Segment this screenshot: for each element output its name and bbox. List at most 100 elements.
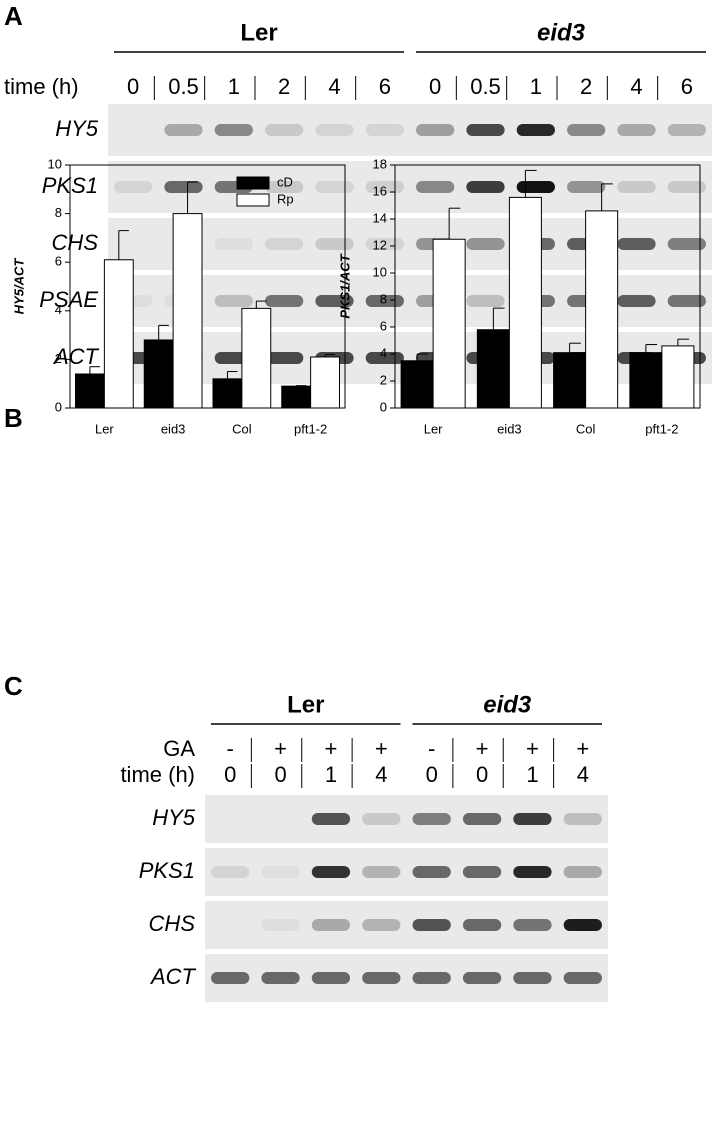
band [563,813,602,825]
band [667,238,706,250]
band [667,181,706,193]
bar [143,339,174,409]
band [667,295,706,307]
gene-label: CHS [52,230,99,255]
y-axis-label: PKS1/ACT [337,253,352,318]
band [667,124,706,136]
band [211,919,250,931]
y-tick-label: 16 [373,183,387,198]
band [462,813,502,825]
lane-label: 1 [526,762,538,787]
header-name: GA [163,736,195,761]
panel-label: B [4,403,23,433]
bar [281,385,312,409]
band [311,972,351,984]
band [466,124,505,136]
lane-label: 0 [224,762,236,787]
blot-row [108,161,712,213]
lane-label: + [526,736,539,761]
x-tick-label: Ler [424,421,443,436]
band [416,124,455,136]
y-axis-label: HY5/ACT [11,258,26,315]
lane-label: 4 [577,762,589,787]
x-tick-label: eid3 [497,421,522,436]
legend-swatch [236,176,270,190]
lane-label: + [476,736,489,761]
lane-label: + [274,736,287,761]
band [362,866,401,878]
band [265,352,304,364]
gene-label: ACT [52,344,100,369]
bar [103,259,134,409]
y-tick-label: 10 [48,156,62,171]
band [365,352,404,364]
plot-frame [394,164,701,409]
band [211,866,250,878]
y-tick-label: 8 [380,291,387,306]
gene-label: ACT [149,964,197,989]
x-tick-label: pft1-2 [294,421,327,436]
x-tick-label: pft1-2 [645,421,678,436]
y-tick-label: 4 [55,302,62,317]
band [311,813,351,825]
y-tick-label: 6 [55,254,62,269]
x-tick-label: Col [232,421,252,436]
panel-label: C [4,671,23,701]
lane-label: + [325,736,338,761]
y-tick-label: 6 [380,318,387,333]
y-tick-label: 18 [373,156,387,171]
band [462,919,502,931]
band [265,181,304,193]
lane-label: 1 [530,74,542,99]
gene-label: CHS [149,911,196,936]
band [362,919,401,931]
bar [172,213,203,409]
group-label: Ler [287,691,324,718]
group-label: Ler [240,19,277,46]
lane-label: 1 [325,762,337,787]
lane-label: 0.5 [168,74,199,99]
x-tick-label: Col [576,421,596,436]
band [513,866,552,878]
band [315,295,354,307]
band [617,124,656,136]
band [261,813,300,825]
y-tick-label: 14 [373,210,387,225]
band [114,238,153,250]
x-tick-label: Ler [95,421,114,436]
bar [310,356,340,409]
band [365,295,404,307]
band [311,866,351,878]
band [365,181,404,193]
band [563,972,602,984]
band [214,238,253,250]
bar [629,352,663,409]
bar [75,373,105,409]
y-tick-label: 0 [55,399,62,414]
lane-label: 4 [630,74,642,99]
band [563,919,602,931]
panel-label: A [4,1,23,31]
y-tick-label: 2 [55,351,62,366]
band [164,181,203,193]
band [315,124,354,136]
band [567,181,606,193]
band [513,919,552,931]
band [164,124,203,136]
band [416,181,455,193]
band [365,124,404,136]
band [261,919,300,931]
lane-label: + [375,736,388,761]
band [412,919,451,931]
band [114,181,153,193]
band [466,295,505,307]
legend-label: cD [277,174,293,189]
bar [553,352,587,409]
y-tick-label: 10 [373,264,387,279]
plot-frame [69,164,346,409]
y-tick-label: 0 [380,399,387,414]
band [311,919,351,931]
lane-label: 0 [476,762,488,787]
band [466,238,505,250]
